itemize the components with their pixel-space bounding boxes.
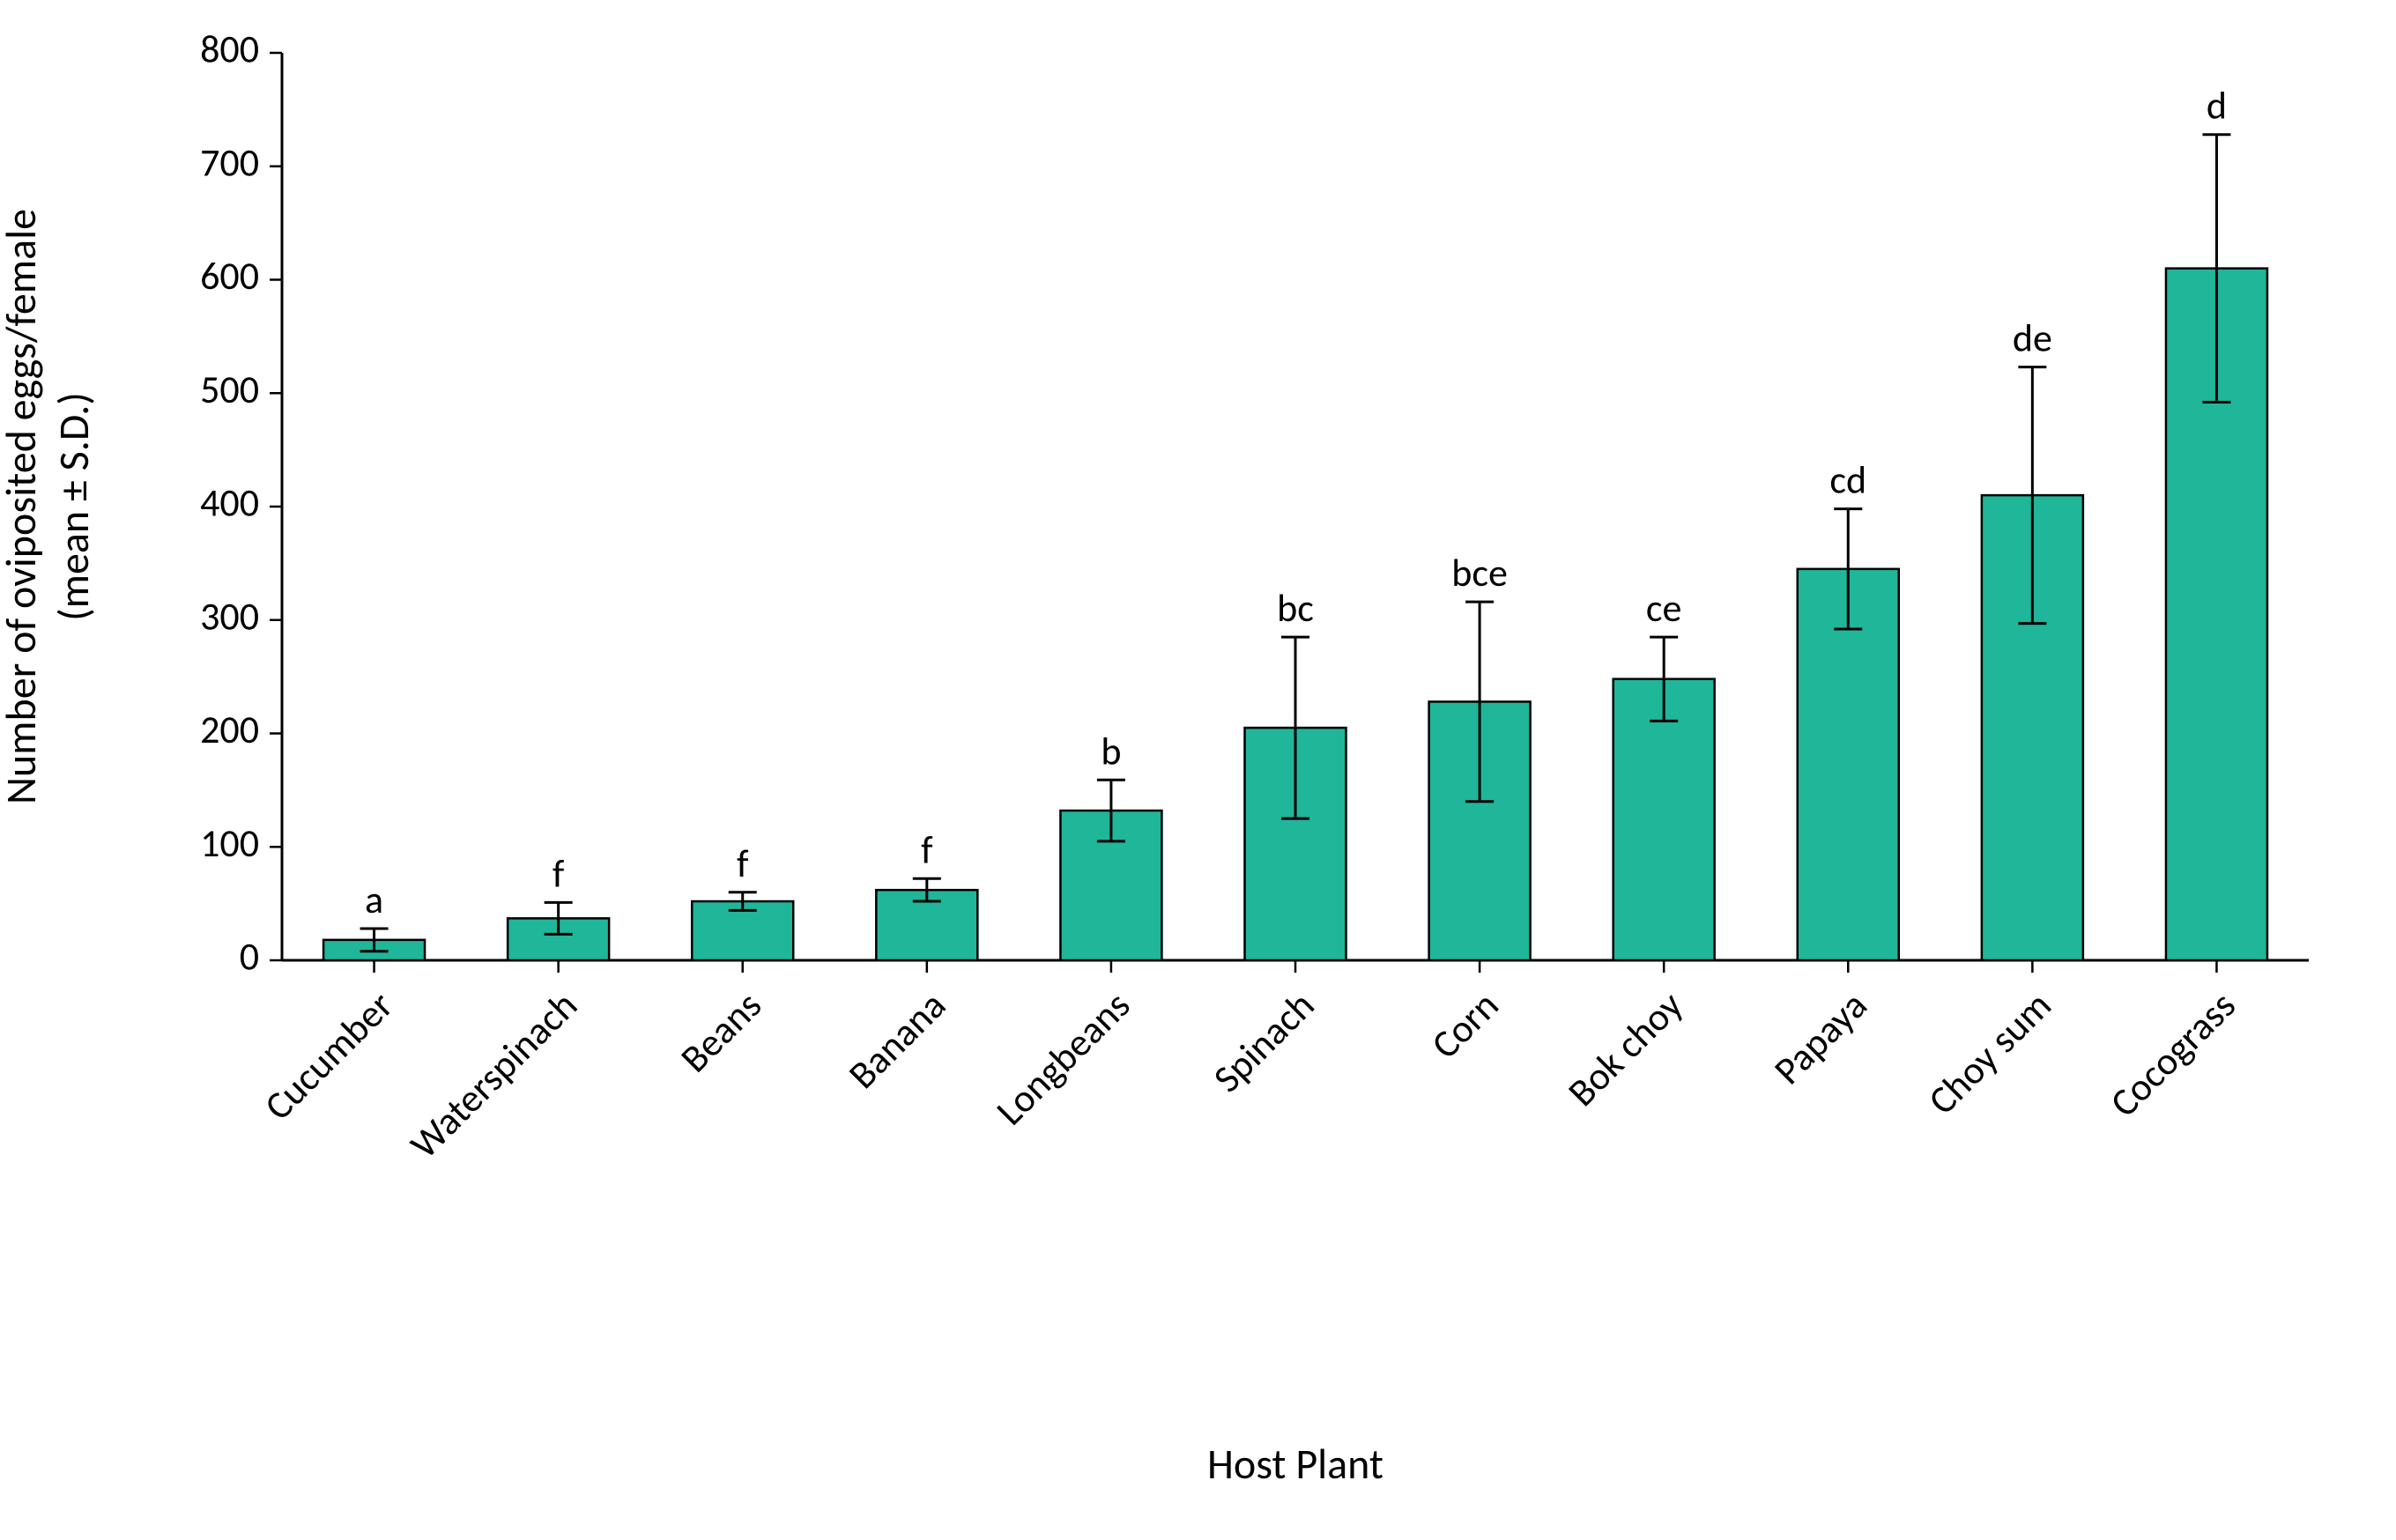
sig-letter: ce xyxy=(1646,584,1682,632)
y-tick-label: 0 xyxy=(240,933,259,981)
x-tick-label: Beans xyxy=(671,981,771,1082)
sig-letter: f xyxy=(921,826,933,873)
x-tick-label: Waterspinach xyxy=(400,981,587,1168)
y-tick-label: 100 xyxy=(200,819,259,867)
x-tick-label: Corn xyxy=(1421,981,1508,1068)
x-tick-label: Choy sum xyxy=(1918,981,2061,1124)
chart-container: 0 100 200 300 400 500 600 700 800 Number of ovipo… xyxy=(0,0,2396,1540)
x-tick-label: Spinach xyxy=(1204,981,1324,1102)
x-tick-label: Longbeans xyxy=(986,981,1139,1135)
x-tick-label: Papaya xyxy=(1764,981,1877,1094)
sig-letter: a xyxy=(365,876,383,923)
y-tick-label: 700 xyxy=(200,138,259,186)
y-tick-label: 400 xyxy=(200,479,259,527)
sig-letter: f xyxy=(553,849,565,897)
y-axis-title-line2: (mean ± S.D.) xyxy=(48,392,100,621)
sig-letter: cd xyxy=(1829,456,1866,504)
x-axis-title: Host Plant xyxy=(1207,1438,1383,1490)
sig-letter: de xyxy=(2013,315,2052,362)
x-tick-label: Cucumber xyxy=(255,981,403,1129)
y-tick-label: 800 xyxy=(200,26,259,73)
y-tick-label: 300 xyxy=(200,592,259,640)
x-tick-label: Cocograss xyxy=(2100,981,2245,1127)
y-tick-label: 200 xyxy=(200,706,259,753)
y-tick-label: 600 xyxy=(200,252,259,300)
sig-letter: b xyxy=(1101,727,1121,774)
bar-chart: 0 100 200 300 400 500 600 700 800 Number of ovipo… xyxy=(0,0,2396,1540)
sig-letter: d xyxy=(2207,82,2227,130)
sig-letter: f xyxy=(737,840,749,887)
x-tick-label: Bok choy xyxy=(1558,981,1693,1116)
y-tick-label: 500 xyxy=(200,366,259,413)
sig-letter: bce xyxy=(1451,549,1508,596)
x-tick-label: Banana xyxy=(839,981,956,1099)
sig-letter: bc xyxy=(1277,584,1314,632)
y-axis-title-line1: Number of oviposited eggs/female xyxy=(0,209,47,804)
